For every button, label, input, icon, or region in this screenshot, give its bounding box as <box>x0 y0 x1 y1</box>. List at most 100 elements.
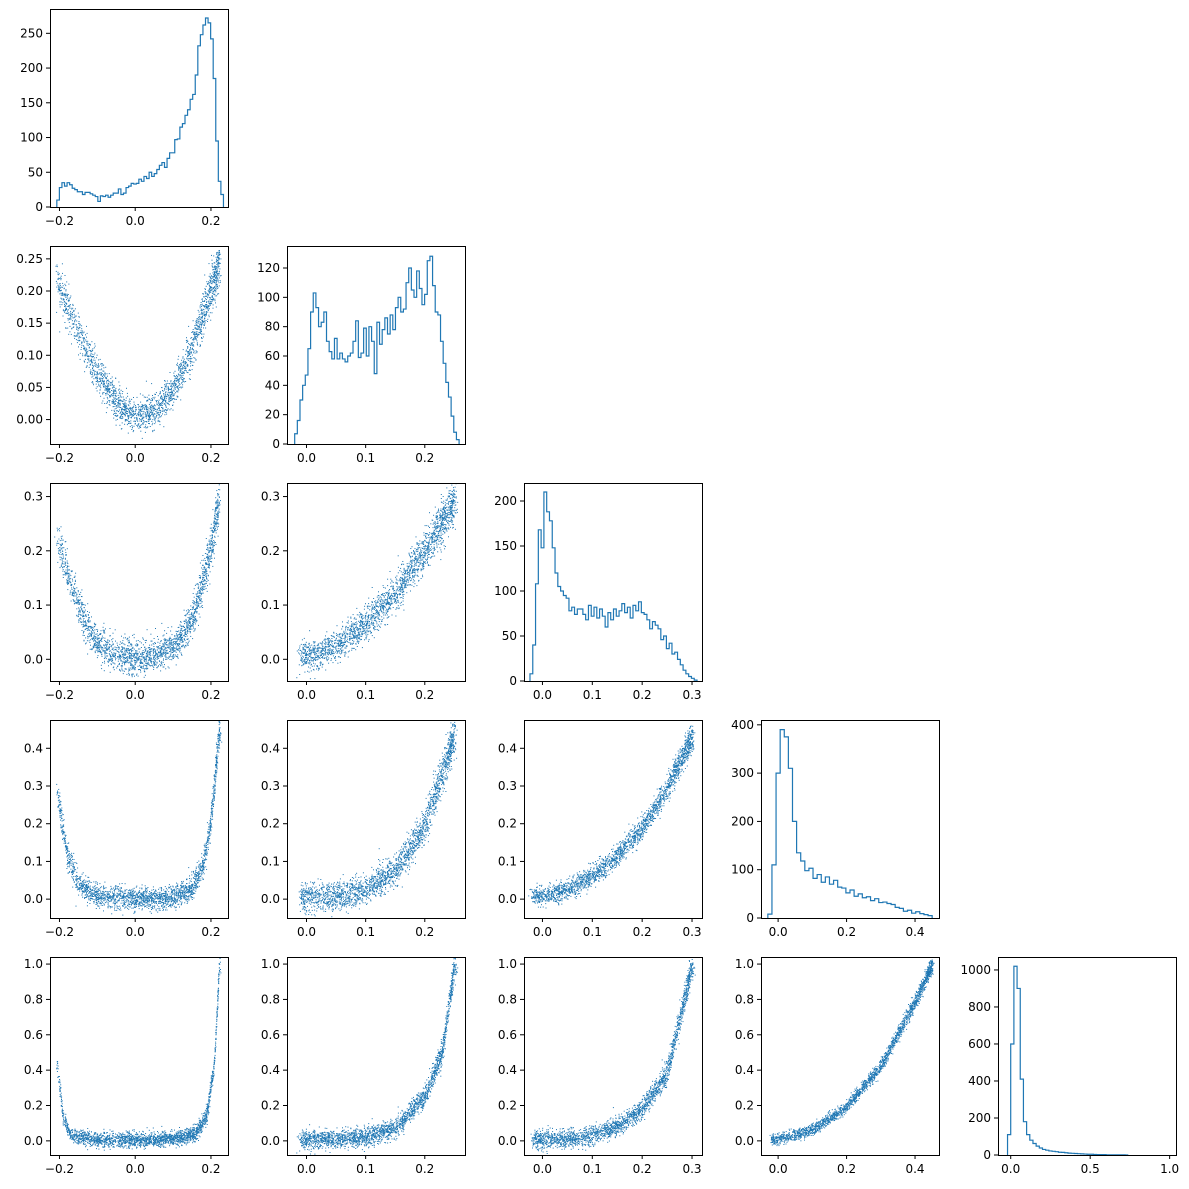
scatter-point <box>194 352 196 354</box>
scatter-point <box>192 615 194 617</box>
scatter-point <box>134 406 136 408</box>
scatter-point <box>215 302 216 304</box>
y-tick-label: 0.1 <box>24 598 43 612</box>
scatter-point <box>199 588 201 590</box>
scatter-point <box>396 607 398 609</box>
scatter-point <box>164 388 166 390</box>
scatter-point <box>155 654 157 655</box>
scatter-point <box>416 575 418 577</box>
scatter-point <box>81 344 83 346</box>
scatter-point <box>194 629 196 631</box>
scatter-point <box>207 554 209 555</box>
scatter-point <box>431 541 432 543</box>
scatter-point <box>92 368 93 370</box>
scatter-point <box>68 583 70 585</box>
scatter-point <box>162 643 164 645</box>
scatter-point <box>105 628 106 630</box>
scatter-point <box>131 664 133 666</box>
scatter-point <box>207 549 209 551</box>
scatter-point <box>136 417 138 419</box>
scatter-point <box>71 584 73 585</box>
scatter-point <box>114 401 116 403</box>
scatter-point <box>214 542 216 543</box>
scatter-point <box>79 613 81 615</box>
scatter-point <box>103 381 105 383</box>
scatter-point <box>140 430 142 432</box>
scatter-point <box>191 628 193 630</box>
scatter-point <box>128 674 130 676</box>
scatter-point <box>90 374 92 375</box>
scatter-point <box>121 655 123 657</box>
scatter-point <box>172 655 174 657</box>
scatter-point <box>66 562 68 564</box>
scatter-point <box>334 646 336 648</box>
scatter-point <box>217 518 219 520</box>
scatter-point <box>214 280 216 282</box>
scatter-point <box>116 392 118 394</box>
scatter-point <box>114 657 116 659</box>
scatter-point <box>139 411 141 413</box>
scatter-point <box>134 413 136 415</box>
scatter-point <box>56 527 58 529</box>
scatter-point <box>428 554 429 555</box>
scatter-point <box>84 621 86 623</box>
scatter-point <box>94 644 96 645</box>
scatter-point <box>441 520 443 522</box>
scatter-point <box>195 320 197 322</box>
scatter-point <box>163 400 164 401</box>
scatter-point <box>177 385 179 387</box>
scatter-point <box>208 294 210 296</box>
scatter-point <box>162 644 164 646</box>
scatter-point <box>383 617 385 619</box>
scatter-point <box>202 592 204 594</box>
scatter-point <box>320 661 322 663</box>
scatter-point <box>201 308 202 310</box>
scatter-point <box>94 652 96 654</box>
scatter-point <box>78 619 80 621</box>
scatter-point <box>173 401 175 403</box>
scatter-point <box>319 654 321 656</box>
scatter-point <box>124 419 126 420</box>
scatter-point <box>181 372 183 374</box>
scatter-point <box>208 263 210 265</box>
scatter-point <box>59 304 61 306</box>
scatter-point <box>142 419 144 421</box>
scatter-point <box>62 302 64 304</box>
scatter-point <box>197 322 199 324</box>
scatter-point <box>216 252 218 254</box>
scatter-point <box>145 417 147 419</box>
scatter-3-1-frame <box>50 483 229 682</box>
scatter-point <box>299 647 301 649</box>
scatter-point <box>83 607 85 608</box>
scatter-point <box>346 622 348 624</box>
scatter-point <box>206 281 208 283</box>
scatter-point <box>88 346 90 348</box>
scatter-point <box>72 591 74 593</box>
scatter-point <box>74 581 76 582</box>
scatter-point <box>431 552 433 553</box>
scatter-point <box>420 557 422 559</box>
scatter-point <box>64 301 66 303</box>
scatter-point <box>65 541 67 543</box>
scatter-point <box>202 579 204 581</box>
scatter-point <box>115 424 117 426</box>
scatter-point <box>422 564 424 566</box>
scatter-point <box>441 516 443 518</box>
scatter-point <box>141 437 143 439</box>
scatter-point <box>194 609 196 611</box>
scatter-point <box>180 652 182 654</box>
scatter-point <box>123 648 125 650</box>
scatter-point <box>155 651 157 653</box>
scatter-point <box>210 555 212 556</box>
scatter-point <box>96 374 98 376</box>
scatter-point <box>59 289 60 291</box>
scatter-point <box>189 344 191 346</box>
scatter-point <box>131 675 133 676</box>
scatter-point <box>139 658 141 660</box>
scatter-point <box>152 398 153 400</box>
scatter-point <box>64 283 66 285</box>
scatter-point <box>108 388 110 390</box>
scatter-point <box>411 564 413 566</box>
scatter-point <box>101 641 103 642</box>
scatter-point <box>133 654 135 656</box>
